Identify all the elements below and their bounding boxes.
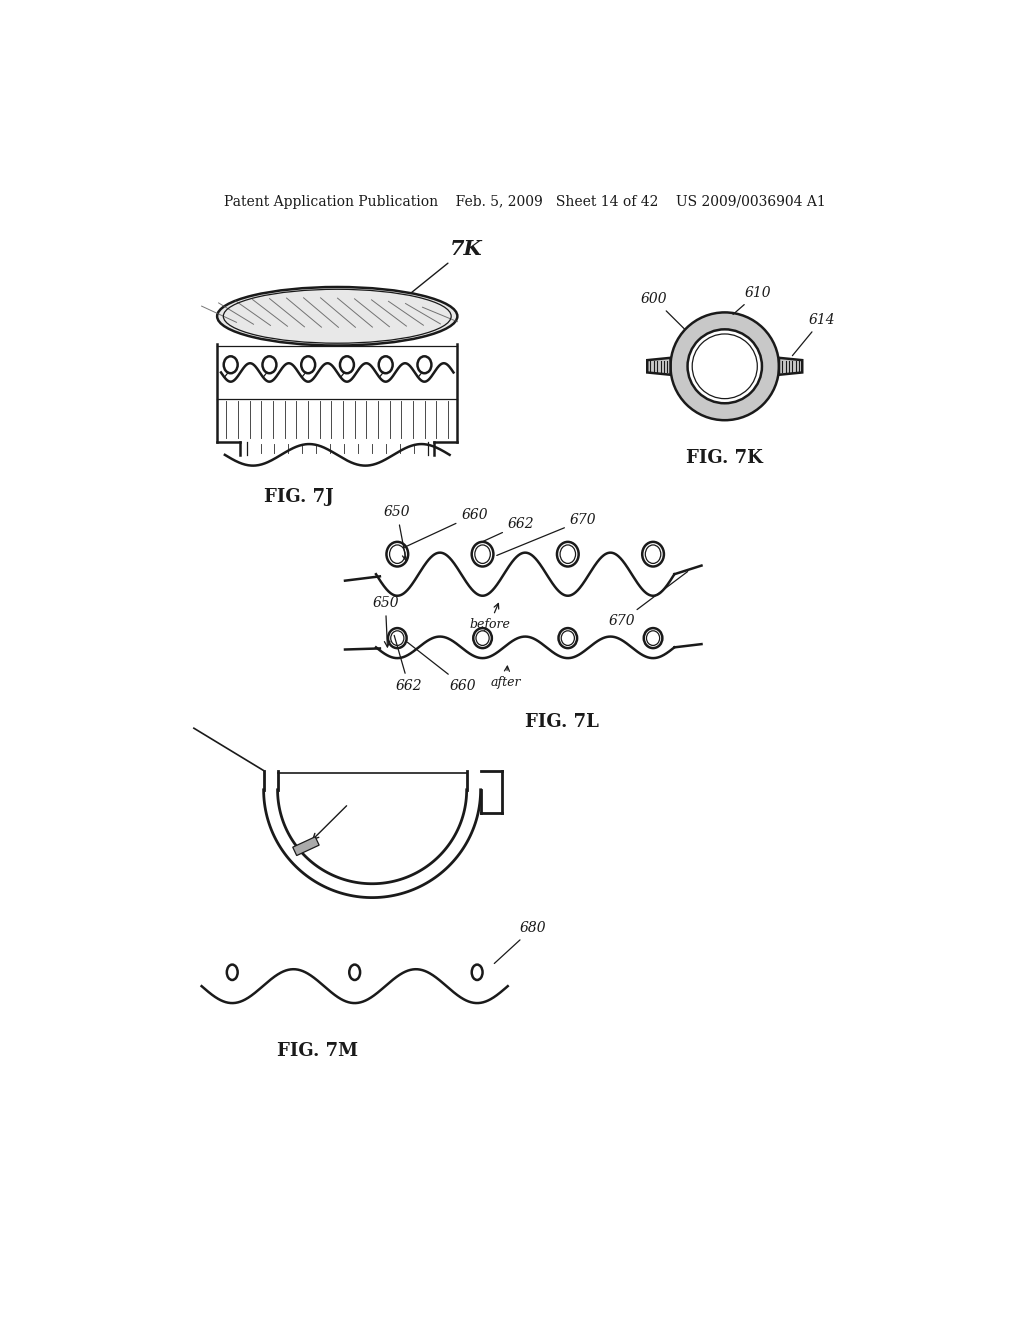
Text: 662: 662	[394, 635, 422, 693]
Text: 680: 680	[495, 921, 546, 964]
Text: 660: 660	[408, 642, 476, 693]
Text: after: after	[490, 667, 521, 689]
Text: FIG. 7M: FIG. 7M	[278, 1043, 358, 1060]
Text: 670: 670	[608, 572, 688, 628]
Text: 650: 650	[384, 506, 411, 561]
Ellipse shape	[217, 286, 458, 346]
Text: 670: 670	[497, 513, 596, 556]
Text: FIG. 7J: FIG. 7J	[264, 488, 334, 506]
Text: 610: 610	[733, 286, 771, 314]
Text: FIG. 7L: FIG. 7L	[525, 713, 599, 731]
Text: 662: 662	[481, 517, 535, 543]
Bar	[293, 837, 319, 855]
Circle shape	[671, 313, 779, 420]
Text: 600: 600	[641, 292, 685, 329]
Polygon shape	[779, 358, 802, 375]
Text: before: before	[469, 603, 510, 631]
Text: 660: 660	[403, 508, 487, 548]
Text: 614: 614	[793, 313, 836, 355]
Text: 7K: 7K	[406, 239, 482, 297]
Text: Patent Application Publication    Feb. 5, 2009   Sheet 14 of 42    US 2009/00369: Patent Application Publication Feb. 5, 2…	[224, 195, 825, 210]
Polygon shape	[647, 358, 671, 375]
Circle shape	[687, 330, 762, 404]
Text: FIG. 7K: FIG. 7K	[686, 449, 763, 467]
Text: 650: 650	[372, 597, 398, 647]
